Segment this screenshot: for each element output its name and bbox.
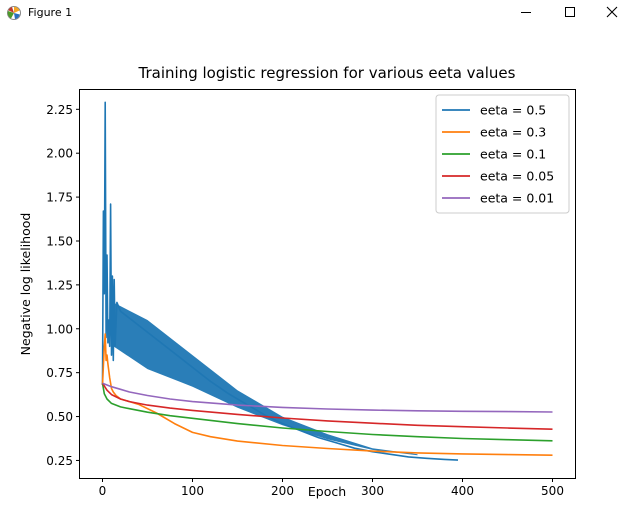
y-axis-label: Negative log likelihood [18,213,33,356]
y-tick-label: 2.25 [46,103,73,117]
series-2-line [101,333,553,456]
x-tick-label: 0 [99,484,107,498]
close-icon [606,6,618,18]
series-1 [101,101,459,461]
close-button[interactable] [589,0,635,26]
x-tick-label: 100 [181,484,204,498]
y-tick-label: 0.50 [46,410,73,424]
plot-frame [79,89,576,479]
x-tick-label: 300 [361,484,384,498]
series-4-line [101,382,553,430]
x-tick-label: 500 [541,484,564,498]
maximize-button[interactable] [546,0,592,26]
series-5 [102,382,553,413]
x-axis-label: Epoch [308,484,346,499]
series-4 [101,382,553,430]
y-tick-label: 2.00 [46,147,73,161]
legend-entry-label: eeta = 0.1 [480,147,546,162]
series-1-oscillation-band [113,302,418,456]
x-tick-label: 200 [271,484,294,498]
maximize-icon [565,7,575,17]
chart: Training logistic regression for various… [18,64,576,499]
series-3 [101,383,553,442]
legend-entry-label: eeta = 0.01 [480,191,554,206]
legend-box [435,94,570,214]
series-5-line [102,382,553,413]
y-tick-label: 1.00 [46,322,73,336]
window-titlebar: Figure 1 [0,0,635,26]
x-axis: 0 100 200 300 400 500 [99,478,564,498]
series-1-line [101,101,459,461]
y-tick-label: 1.25 [46,278,73,292]
y-tick-label: 1.50 [46,234,73,248]
window-title: Figure 1 [28,6,73,19]
y-tick-label: 0.25 [46,454,73,468]
series-2 [101,333,553,456]
minimize-icon [521,12,531,13]
minimize-button[interactable] [500,0,546,26]
legend-entry-label: eeta = 0.3 [480,125,546,140]
legend-entry-label: eeta = 0.05 [480,169,554,184]
x-tick-label: 400 [451,484,474,498]
matplotlib-icon [7,6,21,20]
chart-title: Training logistic regression for various… [138,64,516,82]
legend-entry-label: eeta = 0.5 [480,103,546,118]
figure-canvas: Training logistic regression for various… [0,26,635,507]
y-tick-label: 1.75 [46,191,73,205]
y-tick-label: 0.75 [46,366,73,380]
y-axis: 0.25 0.50 0.75 1.00 1.25 1.50 1.75 2.00 2.25 [46,103,80,468]
legend: eeta = 0.5 eeta = 0.3 eeta = 0.1 eeta = 0.0… [435,94,570,214]
series-3-line [101,383,553,442]
